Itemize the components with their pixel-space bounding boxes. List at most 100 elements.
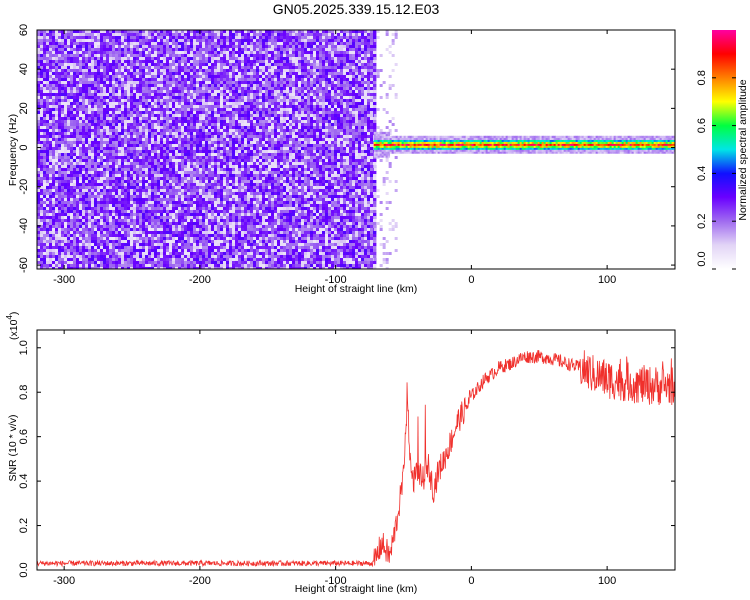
spectrogram-cell: [94, 39, 98, 43]
spectrogram-cell: [181, 96, 185, 100]
spectrogram-cell: [250, 93, 254, 97]
spectrogram-cell: [232, 156, 236, 160]
spectrogram-cell: [112, 54, 116, 58]
spectrogram-cell: [232, 99, 236, 103]
spectrogram-cell: [187, 51, 191, 55]
spectrogram-cell: [160, 138, 164, 142]
spectrogram-cell: [349, 33, 353, 37]
spectrogram-cell: [91, 162, 95, 166]
spectrogram-cell: [88, 54, 92, 58]
spectrogram-cell: [232, 75, 236, 79]
spectrogram-cell: [133, 105, 137, 109]
spectrogram-cell: [289, 99, 293, 103]
spectrogram-cell: [346, 114, 350, 118]
spectrogram-cell: [64, 81, 68, 85]
spectrogram-cell: [70, 72, 74, 76]
spectrogram-cell: [292, 78, 296, 82]
spectrogram-cell: [181, 57, 185, 61]
spectrogram-cell: [118, 159, 122, 163]
spectrogram-cell: [355, 153, 359, 157]
spectrogram-cell: [160, 156, 164, 160]
spectrogram-cell: [64, 78, 68, 82]
spectrogram-cell: [178, 159, 182, 163]
spectrogram-cell: [226, 108, 230, 112]
spectrogram-cell: [145, 87, 149, 91]
spectrogram-cell: [220, 81, 224, 85]
spectrogram-cell: [88, 129, 92, 133]
spectrogram-cell: [373, 36, 377, 40]
spectrogram-cell: [37, 144, 41, 148]
spectrogram-cell: [61, 135, 65, 139]
spectrogram-cell: [313, 108, 317, 112]
spectrogram-cell: [310, 138, 314, 142]
spectrogram-cell: [154, 72, 158, 76]
spectrogram-cell: [49, 69, 53, 73]
spectrogram-cell: [94, 114, 98, 118]
spectrogram-cell: [229, 69, 233, 73]
spectrogram-cell: [322, 45, 326, 49]
spectrogram-cell: [175, 36, 179, 40]
spectrogram-cell: [133, 147, 137, 151]
spectrogram-cell: [118, 60, 122, 64]
spectrogram-cell: [145, 48, 149, 52]
spectrogram-cell: [190, 117, 194, 121]
spectrogram-cell: [94, 120, 98, 124]
spectrogram-cell: [340, 156, 344, 160]
spectrogram-cell: [208, 102, 212, 106]
spectrogram-cell: [220, 39, 224, 43]
spectrogram-cell: [253, 60, 257, 64]
spectrogram-cell: [361, 147, 365, 151]
spectrogram-cell: [160, 159, 164, 163]
spectrogram-cell: [367, 153, 371, 157]
spectrogram-cell: [91, 153, 95, 157]
spectrogram-cell: [100, 93, 104, 97]
spectrogram-cell: [115, 60, 119, 64]
spectrogram-cell: [223, 141, 227, 145]
spectrogram-cell: [196, 96, 200, 100]
spectrogram-cell: [112, 90, 116, 94]
spectrogram-cell: [193, 153, 197, 157]
spectrogram-cell: [289, 147, 293, 151]
spectrogram-cell: [199, 102, 203, 106]
spectrogram-cell: [67, 30, 71, 34]
spectrogram-cell: [256, 141, 260, 145]
spectrogram-cell: [148, 135, 152, 139]
spectrogram-cell: [127, 132, 131, 136]
spectrogram-cell: [130, 108, 134, 112]
spectrogram-cell: [163, 129, 167, 133]
spectrogram-cell: [286, 78, 290, 82]
spectrogram-cell: [43, 138, 47, 142]
spectrogram-cell: [259, 105, 263, 109]
spectrogram-cell: [313, 63, 317, 67]
spectrogram-cell: [301, 102, 305, 106]
spectrogram-cell: [55, 111, 59, 115]
spectrogram-cell: [256, 126, 260, 130]
spectrogram-cell: [124, 153, 128, 157]
spectrogram-cell: [250, 150, 254, 154]
spectrogram-cell: [274, 36, 278, 40]
spectrogram-cell: [235, 69, 239, 73]
spectrogram-cell: [55, 159, 59, 163]
spectrogram-cell: [196, 57, 200, 61]
spectrogram-cell: [148, 69, 152, 73]
spectrogram-cell: [271, 81, 275, 85]
spectrogram-cell: [274, 72, 278, 76]
spectrogram-cell: [64, 120, 68, 124]
spectrogram-cell: [274, 141, 278, 145]
spectrogram-cell: [223, 93, 227, 97]
spectrogram-cell: [145, 75, 149, 79]
spectrogram-cell: [46, 45, 50, 49]
spectrogram-cell: [43, 72, 47, 76]
spectrogram-cell: [268, 60, 272, 64]
spectrogram-cell: [70, 36, 74, 40]
spectrogram-cell: [361, 90, 365, 94]
spectrogram-cell: [241, 90, 245, 94]
spectrogram-cell: [301, 159, 305, 163]
spectrogram-cell: [130, 99, 134, 103]
spectrogram-cell: [241, 48, 245, 52]
spectrogram-cell: [187, 81, 191, 85]
spectrogram-cell: [349, 87, 353, 91]
spectrogram-cell: [58, 153, 62, 157]
spectrogram-cell: [49, 45, 53, 49]
spectrogram-cell: [157, 48, 161, 52]
